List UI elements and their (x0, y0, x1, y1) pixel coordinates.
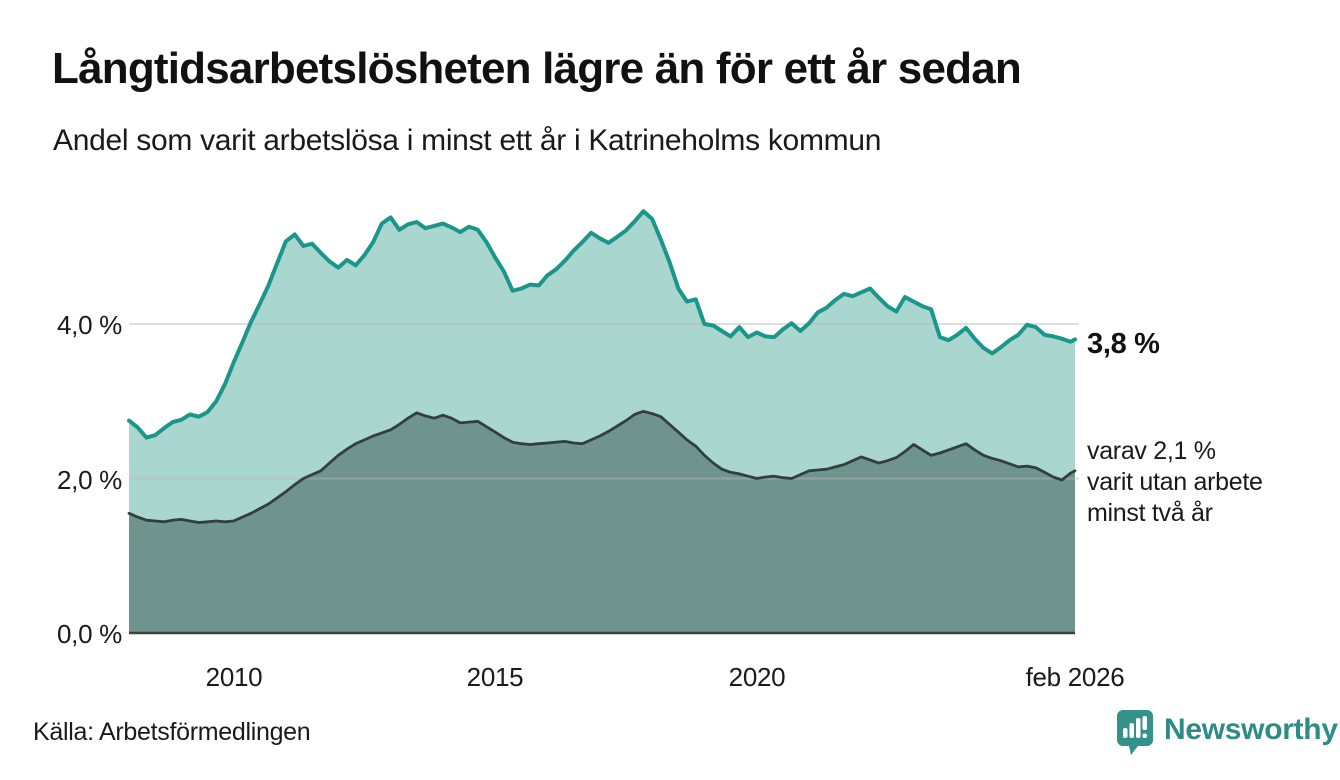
latest-total-value-label: 3,8 % (1087, 328, 1160, 360)
bar-chart-speech-bubble-icon (1117, 710, 1153, 755)
y-tick-label-0: 0,0 % (57, 619, 122, 649)
two-year-annotation-line-3: minst två år (1087, 499, 1213, 527)
source-credit: Källa: Arbetsförmedlingen (33, 718, 311, 746)
y-tick-label-4: 4,0 % (57, 310, 122, 340)
series-line-two-year (127, 409, 1077, 524)
x-tick-label-2010: 2010 (205, 662, 263, 692)
x-tick-label-feb-2026: feb 2026 (1025, 662, 1125, 692)
two-year-annotation-line-1: varav 2,1 % (1087, 437, 1216, 465)
x-tick-label-2015: 2015 (466, 662, 524, 692)
newsworthy-logo: Newsworthy (1115, 708, 1338, 756)
page-title: Långtidsarbetslösheten lägre än för ett … (52, 44, 1022, 93)
series-line-total (127, 209, 1077, 440)
two-year-annotation: varav 2,1 % varit utan arbete minst två … (1087, 436, 1263, 529)
logo-wordmark: Newsworthy (1164, 713, 1338, 746)
y-tick-label-2: 2,0 % (57, 465, 122, 495)
x-tick-label-2020: 2020 (728, 662, 786, 692)
two-year-annotation-line-2: varit utan arbete (1087, 468, 1263, 496)
chart-subtitle: Andel som varit arbetslösa i minst ett å… (53, 124, 882, 157)
